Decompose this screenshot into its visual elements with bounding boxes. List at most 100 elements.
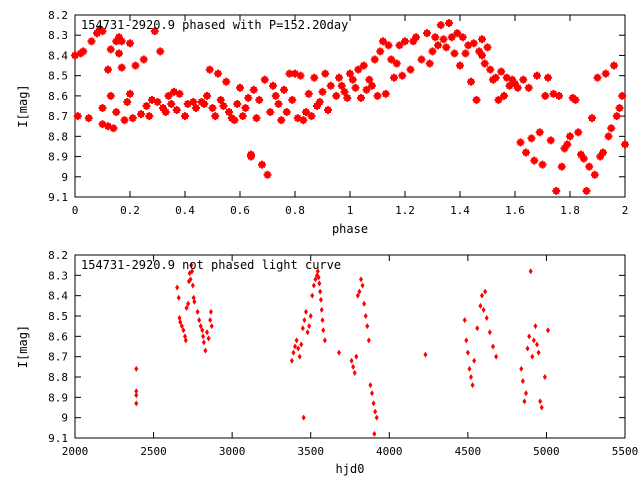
data-point <box>542 374 547 380</box>
data-point <box>203 347 208 354</box>
plot-title: 154731-2920.9 not phased light curve <box>81 258 341 272</box>
data-point <box>266 108 275 117</box>
x-tick-label: 4000 <box>376 445 403 458</box>
data-point <box>539 404 544 411</box>
data-point <box>412 33 420 42</box>
data-point <box>249 85 258 94</box>
data-point <box>206 335 211 342</box>
data-point <box>104 65 112 74</box>
data-point <box>469 39 478 48</box>
data-point <box>302 317 307 324</box>
x-tick-label: 0.8 <box>285 204 305 217</box>
data-point <box>607 124 616 133</box>
data-point <box>148 95 156 104</box>
data-point <box>560 144 569 153</box>
data-point <box>381 89 390 98</box>
data-point <box>93 29 101 38</box>
data-point <box>230 116 239 125</box>
data-point <box>337 81 346 90</box>
data-point <box>590 170 599 179</box>
data-point <box>299 341 304 348</box>
data-point <box>318 288 323 295</box>
data-point <box>520 378 525 385</box>
data-point <box>423 29 431 38</box>
data-point <box>563 140 572 149</box>
y-tick-label: 9.1 <box>48 432 68 445</box>
data-point <box>142 102 151 110</box>
data-point <box>134 388 139 395</box>
x-tick-label: 0.6 <box>230 204 250 217</box>
data-point <box>258 160 266 169</box>
data-point <box>531 337 536 344</box>
x-tick-label: 0.2 <box>120 204 140 217</box>
data-point <box>324 106 332 115</box>
data-point <box>538 160 547 169</box>
data-point <box>436 21 445 30</box>
data-point <box>183 337 188 344</box>
data-point <box>255 95 264 104</box>
data-point <box>552 186 561 195</box>
y-tick-label: 9 <box>61 412 68 425</box>
data-point <box>236 83 244 92</box>
y-tick-label: 8.8 <box>48 371 68 384</box>
data-point <box>79 47 88 56</box>
y-tick-label: 8.6 <box>48 330 68 343</box>
data-point <box>478 302 483 309</box>
data-point <box>546 136 555 145</box>
data-point <box>445 19 453 28</box>
data-point <box>156 47 165 56</box>
data-point <box>181 327 186 334</box>
x-tick-label: 2500 <box>140 445 167 458</box>
data-point <box>574 128 583 137</box>
data-point <box>179 323 184 330</box>
data-point <box>137 110 145 119</box>
data-point <box>348 75 357 84</box>
data-point <box>533 323 538 330</box>
data-point <box>362 300 367 307</box>
data-point <box>308 313 313 319</box>
data-point <box>153 97 162 106</box>
data-point <box>483 288 488 295</box>
data-point <box>195 308 200 315</box>
data-point <box>343 93 352 102</box>
data-point <box>208 317 213 324</box>
data-point <box>219 102 228 110</box>
data-point <box>302 108 310 117</box>
data-point <box>167 99 176 108</box>
data-point <box>126 89 134 98</box>
data-point <box>120 116 129 125</box>
y-tick-label: 8.6 <box>48 90 68 103</box>
data-point <box>535 128 544 137</box>
y-tick-label: 8.2 <box>48 249 68 262</box>
data-point <box>469 374 473 380</box>
data-point <box>439 35 448 44</box>
data-point <box>497 67 506 76</box>
data-point <box>398 71 407 80</box>
plot-frame <box>74 254 626 439</box>
data-point <box>139 55 148 64</box>
data-point <box>530 156 539 165</box>
data-point <box>216 95 225 104</box>
data-point <box>260 75 269 84</box>
data-point <box>475 325 480 332</box>
data-point <box>535 341 539 348</box>
data-point <box>384 41 393 50</box>
data-point <box>582 186 591 195</box>
x-tick-label: 4500 <box>455 445 482 458</box>
data-point <box>201 333 206 340</box>
data-point <box>123 97 132 106</box>
data-point <box>291 69 299 78</box>
data-point <box>612 112 621 121</box>
data-point <box>456 61 464 70</box>
data-point <box>541 91 550 100</box>
data-point <box>483 43 492 52</box>
x-axis-title: phase <box>332 222 368 236</box>
data-point <box>311 282 316 289</box>
data-point <box>481 306 486 313</box>
y-tick-label: 8.5 <box>48 310 68 323</box>
data-point <box>280 85 288 94</box>
data-point <box>549 89 558 98</box>
data-point <box>71 51 79 60</box>
data-point <box>150 27 159 36</box>
